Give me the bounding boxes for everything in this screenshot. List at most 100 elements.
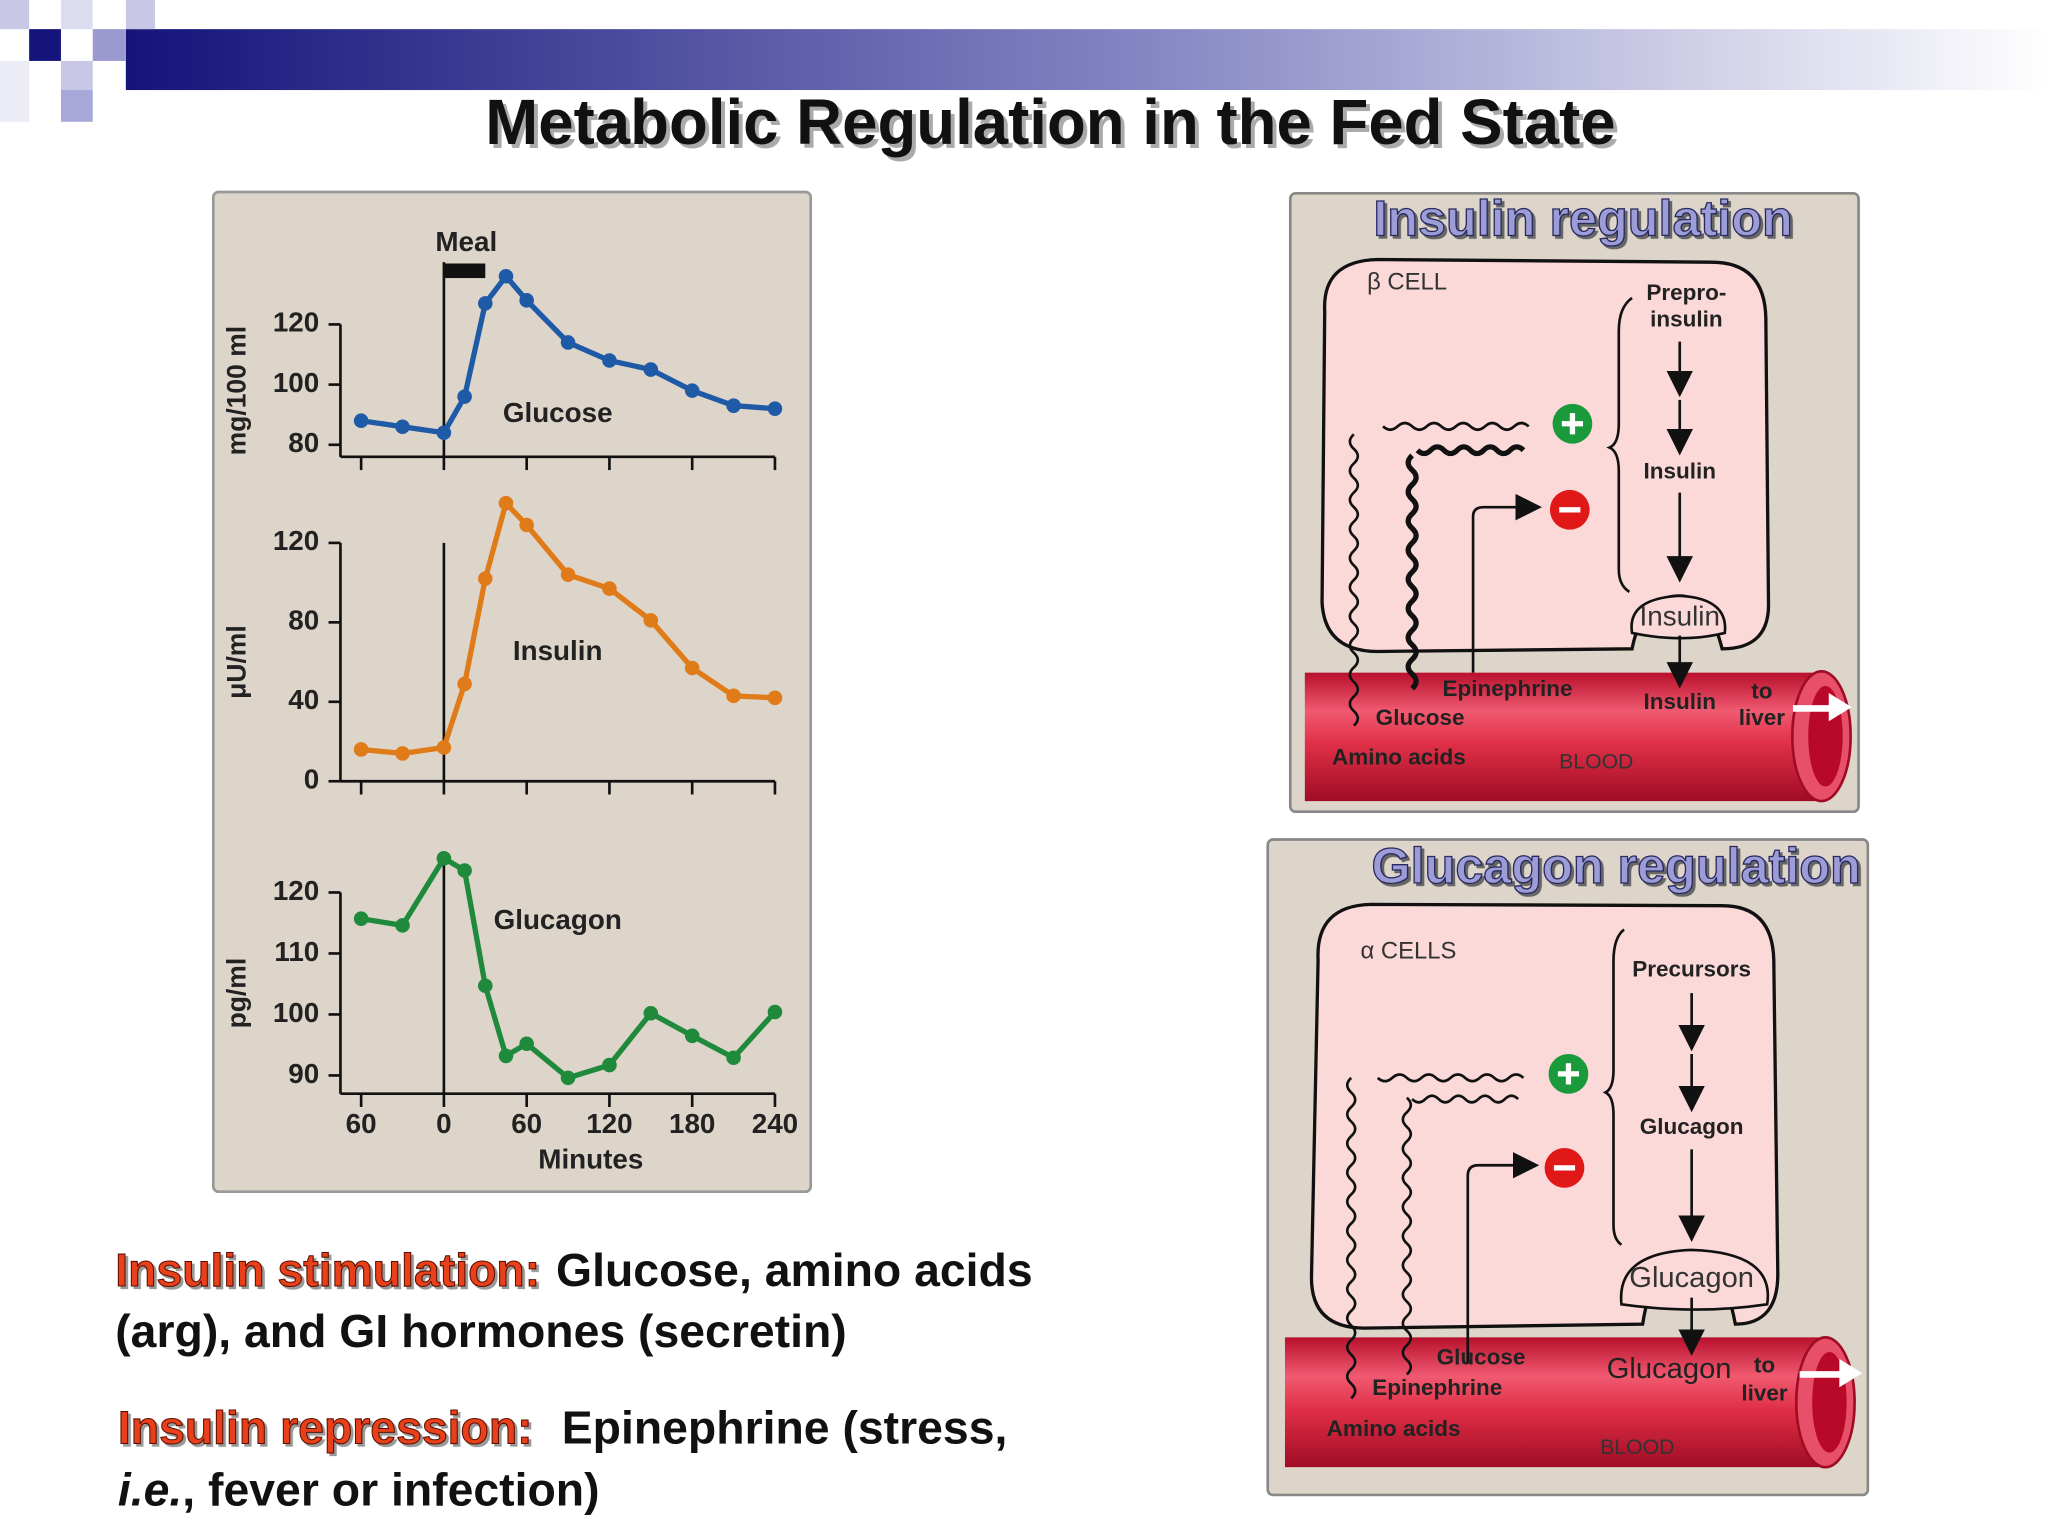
diagram-title: Insulin regulation xyxy=(1373,190,1792,247)
y-tick-label: 40 xyxy=(288,684,319,715)
data-point xyxy=(457,676,472,692)
glucagon-diagram: Glucagon regulation α CELLS Precursors G… xyxy=(1266,837,1870,1497)
note-line: Insulin stimulation: Glucose, amino acids xyxy=(115,1244,1032,1296)
data-point xyxy=(498,495,514,511)
note-text: , fever or infection) xyxy=(182,1464,599,1516)
y-tick-label: 120 xyxy=(273,875,319,906)
wave-amino xyxy=(1382,421,1530,431)
charts: 80 100 120 mg/100 ml Glucose 0 40 80 120 μU/ml Ins… xyxy=(221,262,798,1175)
data-point xyxy=(436,740,452,755)
arrow-to-liver xyxy=(1792,692,1852,722)
data-point xyxy=(457,863,472,878)
precursor: Precursors xyxy=(1632,957,1751,982)
y-axis-label: mg/100 ml xyxy=(221,326,251,455)
data-point xyxy=(477,571,493,586)
data-point xyxy=(643,1005,659,1021)
blood-label: BLOOD xyxy=(1559,750,1633,773)
data-point xyxy=(767,690,783,706)
granule-label: Glucagon xyxy=(1629,1262,1754,1294)
precursor: insulin xyxy=(1650,306,1723,331)
data-point xyxy=(477,296,493,311)
data-point xyxy=(726,1050,741,1066)
header-square xyxy=(0,60,30,122)
y-tick-label: 110 xyxy=(274,936,319,967)
input: Amino acids xyxy=(1327,1416,1461,1441)
granule xyxy=(1619,1248,1770,1311)
data-point xyxy=(684,1028,700,1044)
y-tick-label: 100 xyxy=(273,367,319,398)
input: Glucose xyxy=(1376,705,1465,730)
bracket xyxy=(1606,296,1633,594)
y-axis-label: μU/ml xyxy=(221,625,251,699)
data-point xyxy=(519,1036,534,1052)
x-tick-label: 240 xyxy=(752,1108,798,1139)
note-text: (arg), and GI hormones (secretin) xyxy=(115,1305,846,1357)
data-point xyxy=(353,742,369,757)
to-liver: liver xyxy=(1739,705,1786,730)
data-point xyxy=(602,581,617,596)
x-tick-label: 180 xyxy=(669,1108,715,1139)
input: Glucose xyxy=(1437,1345,1526,1370)
diagram-title: Glucagon regulation xyxy=(1372,837,1861,894)
data-point xyxy=(560,567,576,582)
series-label: Insulin xyxy=(513,635,603,666)
data-point xyxy=(477,978,493,994)
data-point xyxy=(767,401,783,416)
arrow-to-liver xyxy=(1799,1358,1863,1388)
granule-label: Insulin xyxy=(1640,601,1720,632)
beta-cell xyxy=(1320,257,1771,654)
x-tick-label: 60 xyxy=(511,1108,542,1139)
x-axis-label: Minutes xyxy=(538,1144,643,1175)
y-tick-label: 80 xyxy=(288,427,319,458)
granule xyxy=(1630,594,1727,640)
data-point xyxy=(519,293,534,308)
y-tick-label: 100 xyxy=(273,997,319,1028)
insulin-diagram: Insulin regulation β CELL Prepro- insuli… xyxy=(1288,189,1860,814)
header-square xyxy=(60,0,93,30)
data-point xyxy=(498,1048,514,1064)
data-point xyxy=(602,353,617,368)
slide-title: Metabolic Regulation in the Fed State xyxy=(485,87,1615,158)
y-tick-label: 120 xyxy=(273,525,319,556)
data-point xyxy=(457,389,472,404)
to-liver: to xyxy=(1751,678,1772,703)
header-square xyxy=(60,60,93,91)
wave-glucose xyxy=(1405,453,1419,691)
data-point xyxy=(726,688,741,704)
data-point xyxy=(436,851,452,866)
hormone: Insulin xyxy=(1643,459,1716,484)
note-text: i.e. xyxy=(118,1464,182,1516)
x-tick-label: 60 xyxy=(346,1108,377,1139)
meal-bar xyxy=(443,263,486,279)
x-tick-label: 120 xyxy=(586,1108,632,1139)
note-line: i.e., fever or infection) xyxy=(118,1464,600,1516)
data-point xyxy=(602,1057,617,1073)
data-point xyxy=(498,268,514,284)
series-label: Glucose xyxy=(503,397,613,428)
data-point xyxy=(643,362,659,377)
y-tick-label: 90 xyxy=(288,1058,319,1089)
cell-label: β CELL xyxy=(1367,269,1447,296)
hormone: Glucagon xyxy=(1640,1114,1744,1139)
data-point xyxy=(395,419,410,435)
meal-label: Meal xyxy=(435,226,497,257)
header-square xyxy=(0,0,30,30)
chart-panel xyxy=(211,190,813,1194)
input: Amino acids xyxy=(1332,745,1466,770)
to-liver: to xyxy=(1754,1352,1775,1377)
data-point xyxy=(353,911,369,926)
data-point xyxy=(767,1004,783,1020)
blood-vessel xyxy=(1284,1337,1826,1468)
to-liver: liver xyxy=(1741,1380,1788,1405)
series-label: Glucagon xyxy=(494,904,622,935)
wave-amino xyxy=(1376,1073,1525,1083)
input: Epinephrine xyxy=(1372,1375,1502,1400)
data-point xyxy=(395,918,410,933)
cell-label: α CELLS xyxy=(1360,937,1456,964)
note-label: Insulin stimulation: xyxy=(115,1244,540,1296)
wave-amino xyxy=(1348,433,1360,727)
y-tick-label: 80 xyxy=(288,605,319,636)
data-point xyxy=(643,613,659,628)
